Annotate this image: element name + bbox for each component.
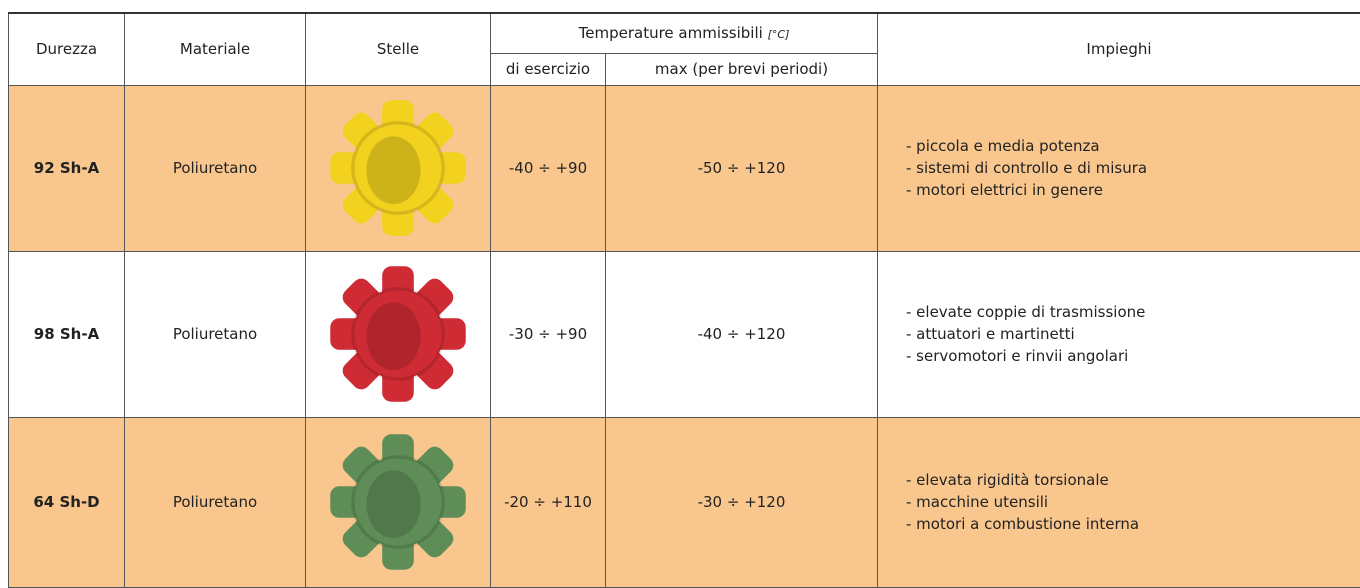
durezza: 64 Sh-D bbox=[33, 493, 99, 511]
cell: -40 ÷ +120 bbox=[606, 251, 878, 417]
star-image bbox=[328, 259, 468, 409]
unit: [°C] bbox=[768, 28, 790, 41]
use-item: - motori elettrici in genere bbox=[906, 179, 1360, 201]
cell: -40 ÷ +90 bbox=[491, 85, 606, 251]
cell: Poliuretano bbox=[125, 417, 306, 587]
spec-table: Durezza Materiale Stelle Temperature amm… bbox=[8, 12, 1360, 588]
use-item: - elevate coppie di trasmissione bbox=[906, 301, 1360, 323]
cell: Poliuretano bbox=[125, 85, 306, 251]
cell: -50 ÷ +120 bbox=[606, 85, 878, 251]
image-cell bbox=[306, 251, 491, 417]
header-cell: max (per brevi periodi) bbox=[606, 53, 878, 85]
cell: -30 ÷ +120 bbox=[606, 417, 878, 587]
image-cell bbox=[306, 417, 491, 587]
star-image bbox=[328, 427, 468, 577]
use-item: - sistemi di controllo e di misura bbox=[906, 157, 1360, 179]
durezza: 92 Sh-A bbox=[34, 159, 99, 177]
cell: 64 Sh-D bbox=[9, 417, 125, 587]
cell: 98 Sh-A bbox=[9, 251, 125, 417]
use-item: - piccola e media potenza bbox=[906, 135, 1360, 157]
page: Durezza Materiale Stelle Temperature amm… bbox=[0, 0, 1360, 586]
star-image bbox=[328, 93, 468, 243]
use-item: - macchine utensili bbox=[906, 491, 1360, 513]
cell: 92 Sh-A bbox=[9, 85, 125, 251]
cell: Poliuretano bbox=[125, 251, 306, 417]
cell: - piccola e media potenza- sistemi di co… bbox=[878, 85, 1360, 251]
durezza: 98 Sh-A bbox=[34, 325, 99, 343]
cell: - elevata rigidità torsionale- macchine … bbox=[878, 417, 1360, 587]
header-cell: di esercizio bbox=[491, 53, 606, 85]
header-cell: Durezza bbox=[9, 13, 125, 85]
use-item: - motori a combustione interna bbox=[906, 513, 1360, 535]
cell: -20 ÷ +110 bbox=[491, 417, 606, 587]
header-cell: Impieghi bbox=[878, 13, 1360, 85]
header-cell: Materiale bbox=[125, 13, 306, 85]
image-cell bbox=[306, 85, 491, 251]
use-item: - attuatori e martinetti bbox=[906, 323, 1360, 345]
cell: -30 ÷ +90 bbox=[491, 251, 606, 417]
cell: - elevate coppie di trasmissione- attuat… bbox=[878, 251, 1360, 417]
header-cell: Temperature ammissibili [°C] bbox=[491, 13, 878, 53]
header-text: Temperature ammissibili bbox=[579, 24, 763, 42]
use-item: - servomotori e rinvii angolari bbox=[906, 345, 1360, 367]
use-item: - elevata rigidità torsionale bbox=[906, 469, 1360, 491]
header-cell: Stelle bbox=[306, 13, 491, 85]
